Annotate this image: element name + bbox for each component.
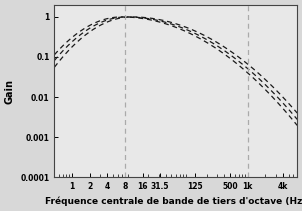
Y-axis label: Gain: Gain xyxy=(5,78,15,104)
X-axis label: Fréquence centrale de bande de tiers d'octave (Hz): Fréquence centrale de bande de tiers d'o… xyxy=(45,197,302,206)
